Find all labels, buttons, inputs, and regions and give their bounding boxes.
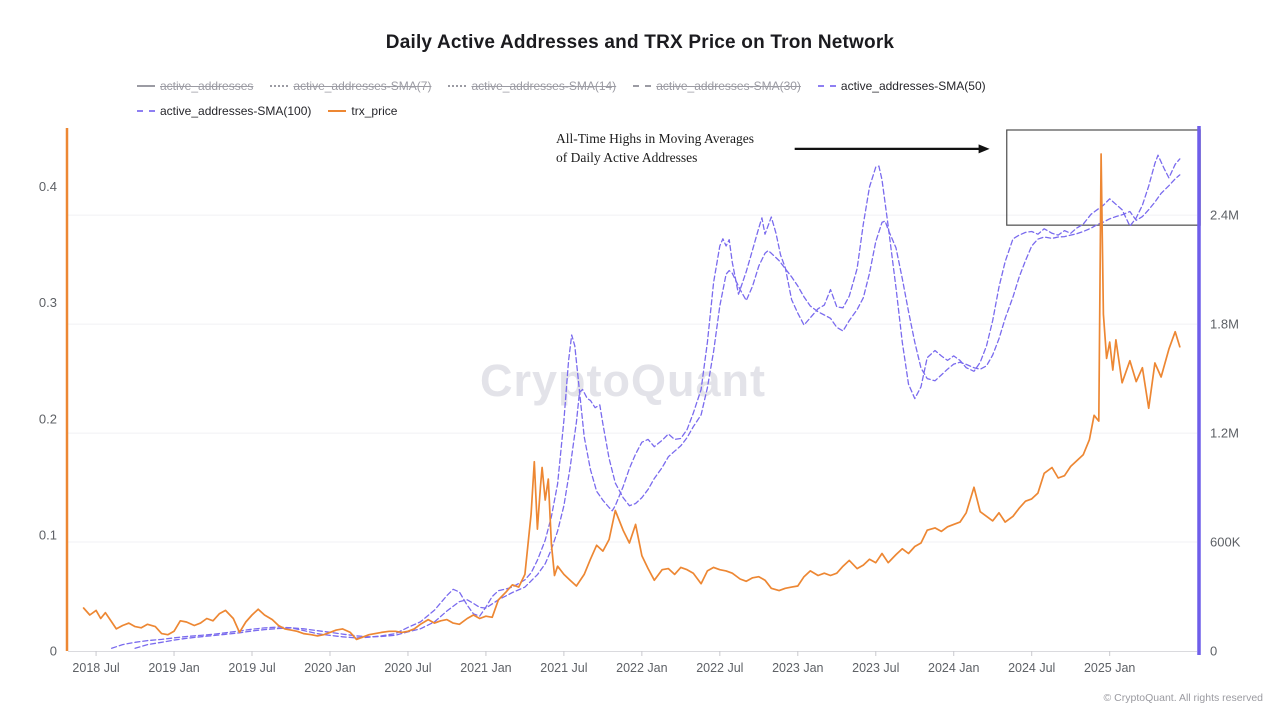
legend-marker-dotted-line: [448, 85, 467, 87]
series-active_addresses-SMA(100): [134, 174, 1181, 649]
x-tick-label: 2020 Jul: [384, 661, 431, 675]
legend-marker-dashed-line: [137, 110, 155, 112]
legend-marker-solid-line: [137, 85, 155, 87]
left-axis-tick-label: 0.4: [39, 179, 57, 194]
x-tick-label: 2021 Jul: [540, 661, 587, 675]
legend-item-active-addresses-sma-50-[interactable]: active_addresses-SMA(50): [817, 79, 986, 93]
right-axis-tick-label: 0: [1210, 644, 1217, 659]
left-axis-tick-label: 0.1: [39, 527, 57, 542]
legend-item-active-addresses-sma-100-[interactable]: active_addresses-SMA(100): [137, 105, 311, 117]
legend-label: active_addresses-SMA(7): [293, 79, 432, 93]
highlight-box: [1006, 129, 1201, 226]
legend-marker-dotted-line: [270, 85, 289, 87]
legend-label: active_addresses-SMA(50): [840, 79, 986, 93]
legend-marker-dashed-line: [633, 85, 652, 87]
left-axis-tick-label: 0: [50, 644, 57, 659]
legend-label: active_addresses: [160, 79, 254, 93]
x-tick-label: 2024 Jul: [1008, 661, 1055, 675]
series-active_addresses-SMA(50): [111, 154, 1181, 649]
legend-label: active_addresses-SMA(14): [471, 79, 617, 93]
x-tick-label: 2020 Jan: [304, 661, 355, 675]
series-trx_price: [82, 153, 1181, 641]
legend-item-trx-price[interactable]: trx_price: [328, 105, 397, 117]
legend-label: trx_price: [351, 104, 398, 118]
legend-item-active-addresses[interactable]: active_addresses: [137, 80, 253, 92]
left-axis-tick-label: 0.3: [39, 295, 57, 310]
right-axis-tick-label: 600K: [1210, 535, 1241, 550]
annotation-arrow-head: [978, 144, 990, 154]
x-tick-label: 2024 Jan: [928, 661, 979, 675]
x-tick-label: 2023 Jul: [852, 661, 899, 675]
x-tick-label: 2019 Jul: [228, 661, 275, 675]
right-axis-tick-label: 1.8M: [1210, 317, 1239, 332]
legend-item-active-addresses-sma-7-[interactable]: active_addresses-SMA(7): [270, 80, 431, 92]
right-axis-tick-label: 2.4M: [1210, 208, 1239, 223]
legend-marker-solid-line: [328, 110, 347, 112]
legend-item-active-addresses-sma-14-[interactable]: active_addresses-SMA(14): [448, 80, 616, 92]
legend-label: active_addresses-SMA(100): [160, 104, 312, 118]
legend-item-active-addresses-sma-30-[interactable]: active_addresses-SMA(30): [633, 80, 801, 92]
x-tick-label: 2022 Jan: [616, 661, 667, 675]
cryptoquant-watermark: CryptoQuant: [480, 355, 766, 406]
x-tick-label: 2019 Jan: [148, 661, 199, 675]
legend: active_addresses active_addresses-SMA(7) a…: [137, 75, 1132, 125]
annotation-line2: of Daily Active Addresses: [556, 150, 698, 165]
legend-marker-dashed-line: [817, 85, 836, 87]
x-tick-label: 2022 Jul: [696, 661, 743, 675]
left-axis-tick-label: 0.2: [39, 411, 57, 426]
x-tick-label: 2025 Jan: [1084, 661, 1135, 675]
x-tick-label: 2021 Jan: [460, 661, 511, 675]
legend-label: active_addresses-SMA(30): [656, 79, 801, 93]
x-tick-label: 2023 Jan: [772, 661, 823, 675]
annotation-text: All-Time Highs in Moving Averages of Dai…: [556, 129, 754, 167]
copyright-notice: © CryptoQuant. All rights reserved: [1103, 692, 1263, 704]
chart-title: Daily Active Addresses and TRX Price on …: [385, 32, 895, 53]
annotation-line1: All-Time Highs in Moving Averages: [556, 131, 754, 146]
x-tick-label: 2018 Jul: [72, 661, 119, 675]
right-axis-tick-label: 1.2M: [1210, 426, 1239, 441]
